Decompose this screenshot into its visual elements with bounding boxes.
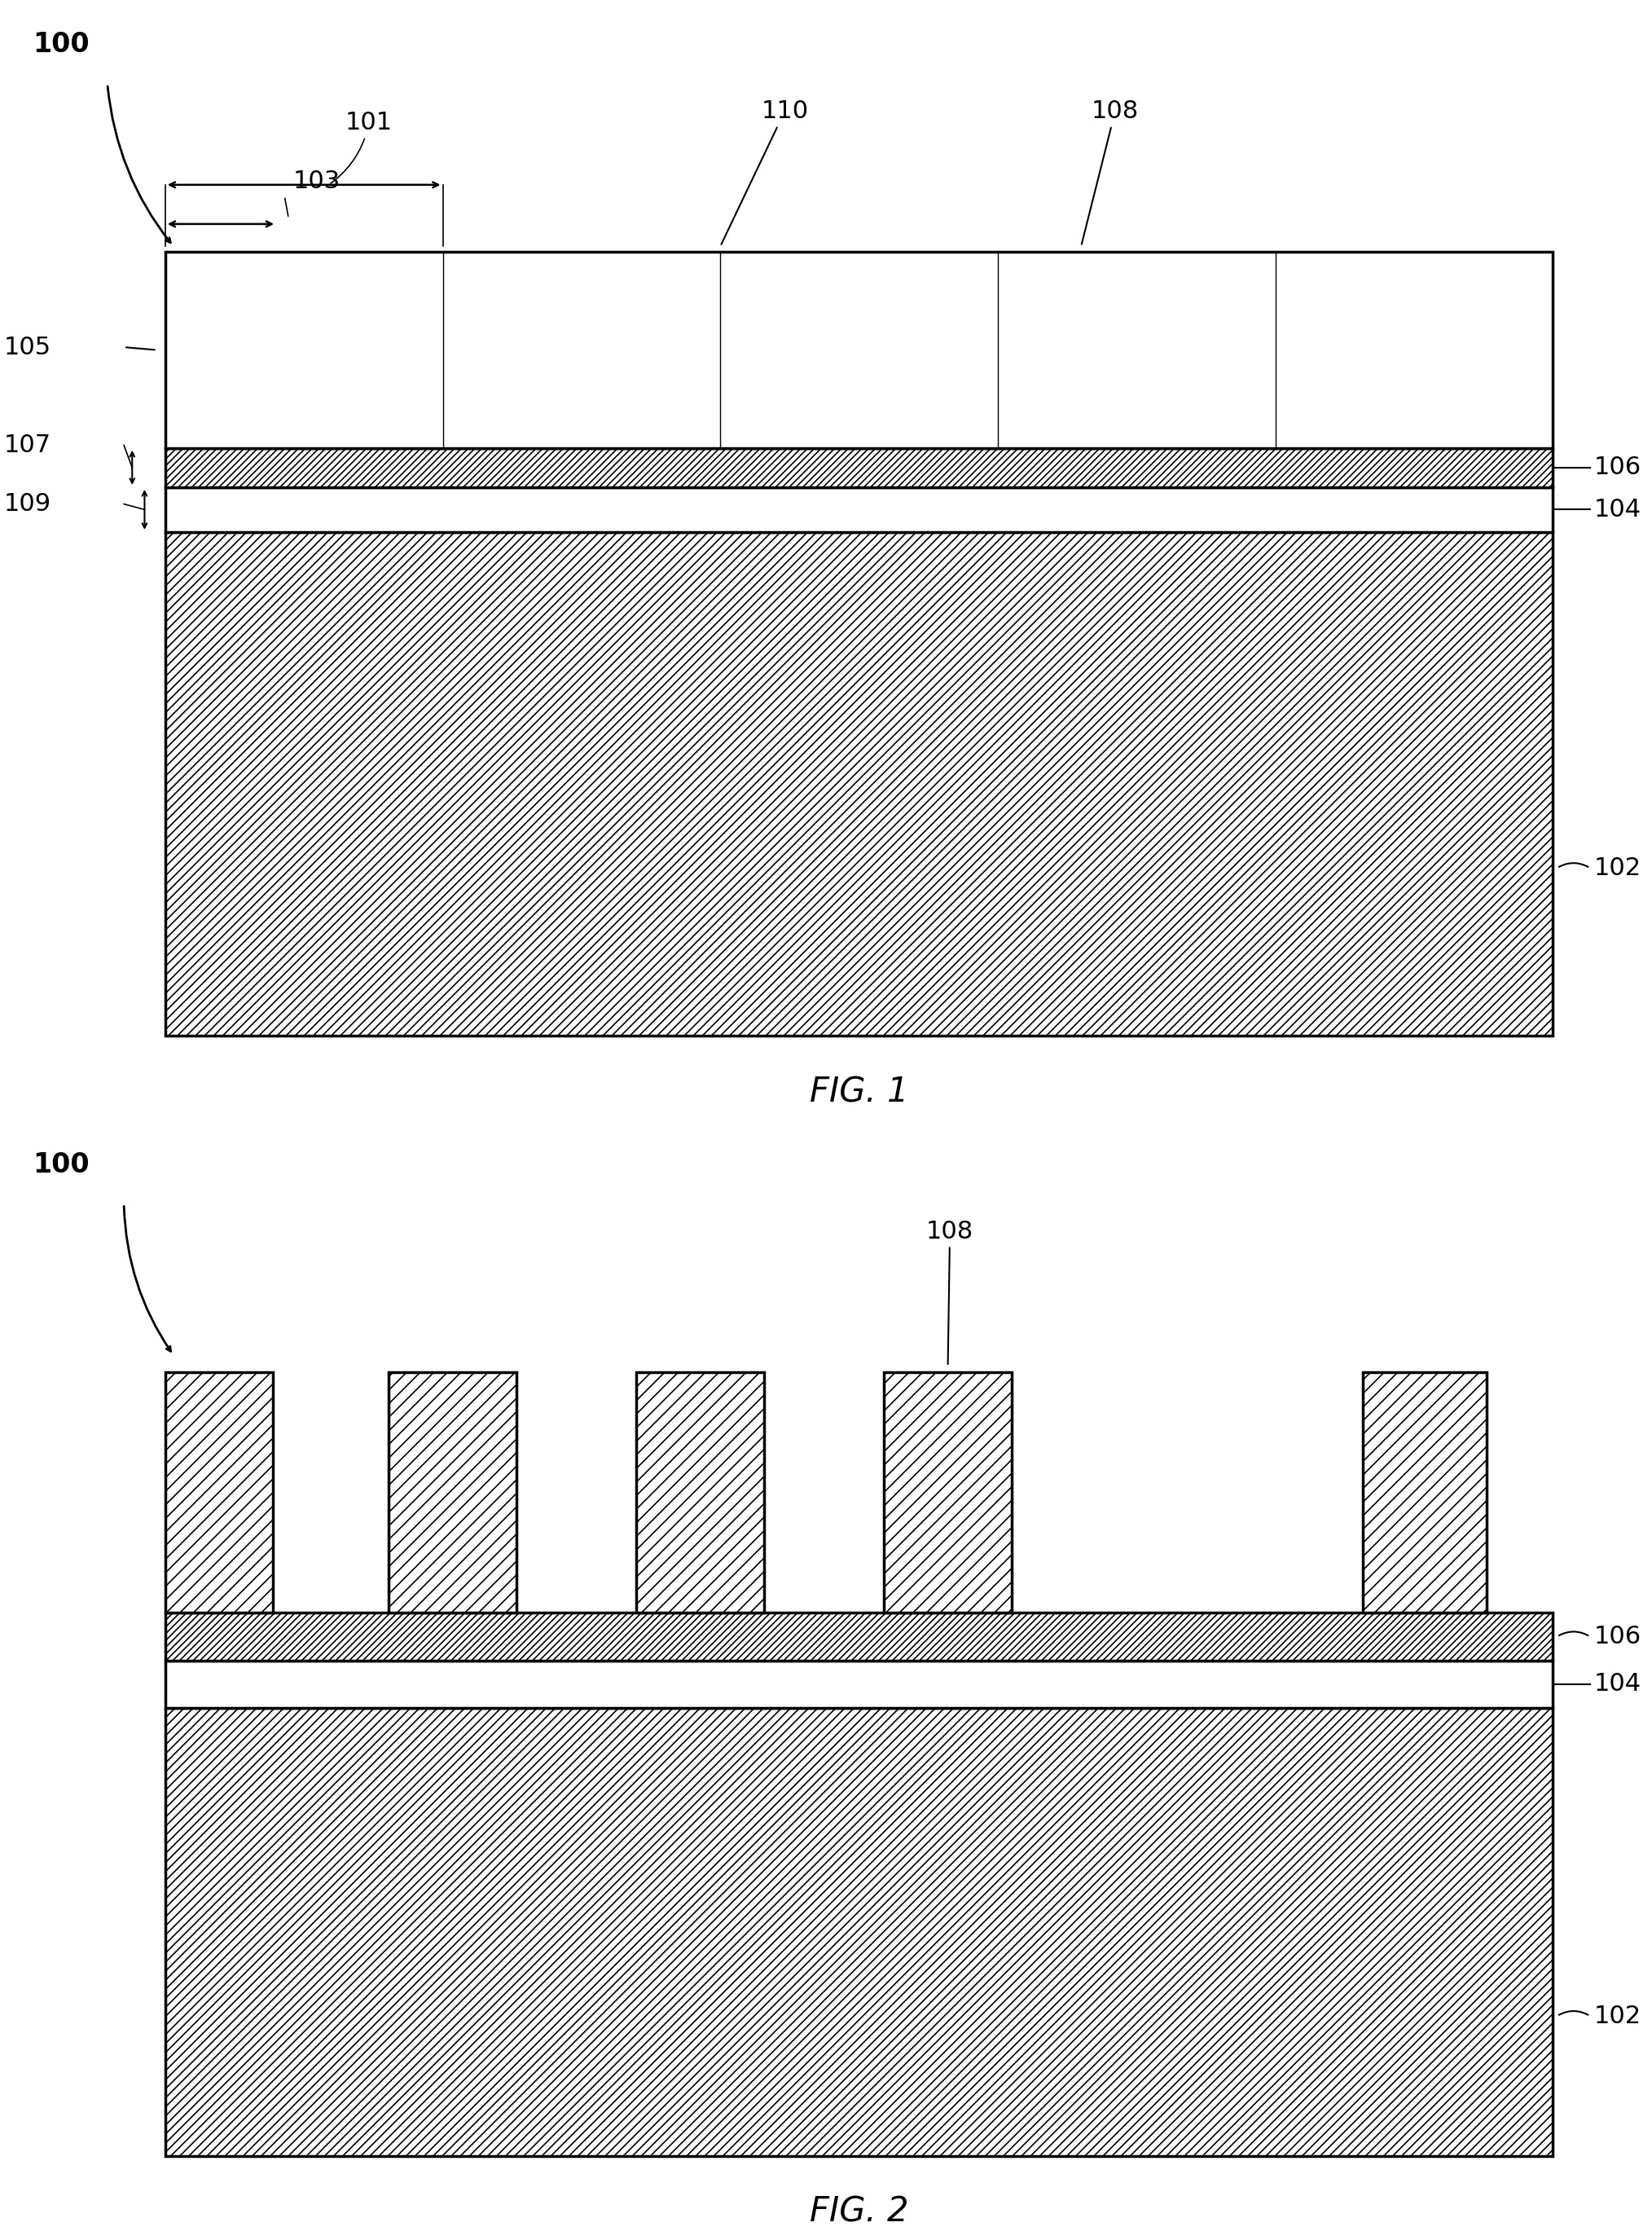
Bar [165, 1371, 273, 1613]
Text: 110: 110 [722, 99, 808, 244]
Text: 101: 101 [330, 110, 393, 184]
Text: 108: 108 [927, 1219, 973, 1364]
Bar [165, 253, 1553, 448]
Bar [443, 253, 553, 448]
Bar [165, 1707, 1553, 2155]
Bar [165, 253, 276, 448]
Bar [165, 1660, 1553, 1707]
Text: FIG. 1: FIG. 1 [809, 1075, 909, 1109]
Bar [998, 253, 1108, 448]
Bar [1275, 253, 1386, 448]
Bar [165, 448, 1553, 486]
Text: 103: 103 [292, 170, 340, 193]
Text: FIG. 2: FIG. 2 [809, 2195, 909, 2229]
Text: 109: 109 [3, 493, 51, 515]
Bar [165, 486, 1553, 531]
Bar [165, 531, 1553, 1035]
Bar [165, 1613, 1553, 1660]
Bar [388, 1371, 515, 1613]
Text: 100: 100 [33, 31, 89, 58]
Text: 104: 104 [1594, 1673, 1642, 1696]
Bar [720, 253, 831, 448]
Bar [1108, 253, 1275, 448]
Bar [276, 253, 443, 448]
Text: 106: 106 [1594, 455, 1642, 479]
Bar [1386, 253, 1553, 448]
Text: 102: 102 [1594, 2005, 1642, 2027]
Text: 108: 108 [1082, 99, 1138, 244]
Text: 107: 107 [3, 432, 51, 457]
Bar [636, 1371, 763, 1613]
Text: 112: 112 [677, 1434, 733, 1490]
Text: 102: 102 [1594, 856, 1642, 880]
Bar [1363, 1371, 1487, 1613]
Text: 104: 104 [1594, 497, 1642, 522]
Text: 106: 106 [1594, 1624, 1642, 1649]
Text: 105: 105 [3, 336, 51, 358]
Bar [884, 1371, 1011, 1613]
Text: 100: 100 [33, 1151, 89, 1178]
Bar [831, 253, 998, 448]
Bar [553, 253, 720, 448]
